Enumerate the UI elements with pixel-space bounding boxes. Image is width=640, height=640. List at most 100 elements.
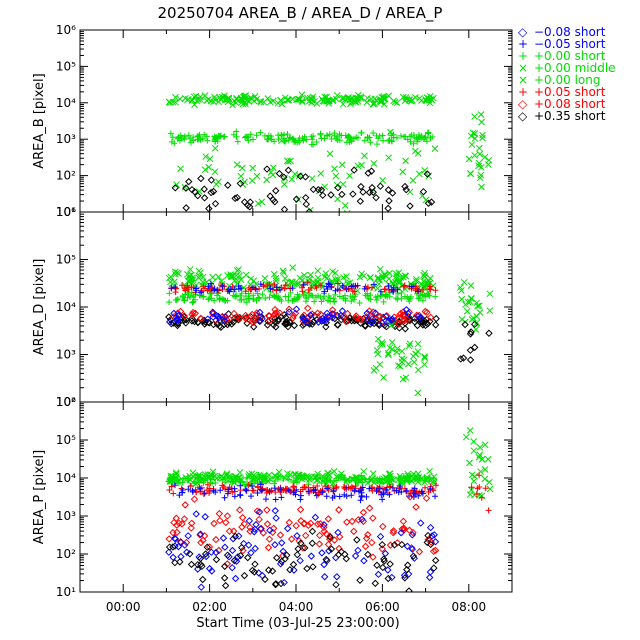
data-point bbox=[217, 295, 224, 302]
y-ticks: 10² 10³ 10⁴ 10⁵ 10⁶ bbox=[56, 205, 512, 409]
data-point bbox=[207, 176, 216, 184]
data-point bbox=[365, 188, 374, 197]
data-point bbox=[178, 485, 185, 492]
data-point bbox=[363, 309, 371, 317]
data-point bbox=[387, 128, 394, 136]
data-point bbox=[335, 506, 343, 514]
data-point bbox=[342, 317, 350, 326]
data-point bbox=[398, 132, 405, 139]
data-point bbox=[257, 129, 264, 136]
data-point bbox=[366, 485, 373, 492]
data-point bbox=[385, 476, 392, 483]
data-point bbox=[325, 99, 333, 107]
data-point bbox=[249, 483, 256, 490]
data-point bbox=[207, 188, 215, 197]
data-point bbox=[297, 539, 305, 547]
data-point bbox=[414, 389, 422, 397]
data-point bbox=[227, 273, 235, 280]
data-point bbox=[259, 291, 266, 298]
data-point bbox=[191, 101, 198, 109]
data-point bbox=[427, 96, 435, 103]
data-point bbox=[280, 173, 288, 181]
data-point bbox=[376, 265, 384, 273]
data-point bbox=[185, 132, 192, 139]
data-point bbox=[263, 321, 272, 329]
data-point bbox=[457, 355, 465, 363]
data-point bbox=[363, 493, 370, 500]
data-point bbox=[484, 455, 492, 463]
data-point bbox=[294, 139, 301, 146]
data-point bbox=[221, 133, 228, 140]
data-point bbox=[351, 487, 358, 494]
data-point bbox=[424, 199, 433, 207]
data-point bbox=[332, 172, 340, 180]
data-point bbox=[398, 290, 405, 297]
data-point bbox=[166, 477, 173, 484]
data-point bbox=[402, 94, 410, 101]
data-point bbox=[327, 545, 336, 553]
data-point bbox=[215, 178, 222, 186]
data-point bbox=[165, 543, 174, 551]
data-point bbox=[339, 180, 347, 188]
data-point bbox=[237, 94, 245, 102]
data-point bbox=[209, 468, 217, 476]
data-point bbox=[376, 475, 383, 482]
data-point bbox=[471, 130, 479, 138]
data-point bbox=[196, 530, 205, 538]
data-point bbox=[240, 571, 249, 580]
data-point bbox=[290, 321, 299, 330]
data-point bbox=[299, 313, 307, 321]
data-point bbox=[242, 271, 250, 279]
data-point bbox=[326, 97, 333, 105]
data-point bbox=[212, 555, 221, 564]
data-point bbox=[307, 552, 316, 560]
y-tick-label: 10⁶ bbox=[56, 395, 76, 409]
data-point bbox=[390, 541, 399, 549]
data-point bbox=[403, 542, 412, 550]
data-point bbox=[186, 266, 194, 273]
data-point bbox=[285, 518, 293, 527]
data-point bbox=[253, 309, 261, 317]
data-point bbox=[364, 134, 371, 141]
data-point bbox=[305, 208, 313, 212]
data-point bbox=[301, 484, 308, 490]
data-point bbox=[215, 509, 224, 518]
data-point bbox=[241, 311, 250, 320]
data-point bbox=[352, 312, 360, 320]
data-point bbox=[221, 543, 229, 551]
data-point bbox=[461, 320, 469, 329]
data-point bbox=[364, 94, 371, 102]
data-point bbox=[412, 474, 420, 482]
data-point bbox=[169, 528, 177, 537]
data-point bbox=[301, 173, 310, 181]
data-point bbox=[297, 517, 305, 525]
data-point bbox=[406, 188, 414, 196]
data-point bbox=[281, 285, 288, 292]
data-point bbox=[324, 97, 332, 105]
data-point bbox=[296, 172, 305, 180]
data-point bbox=[188, 519, 196, 527]
data-point bbox=[411, 475, 418, 482]
data-point bbox=[376, 312, 384, 321]
data-point bbox=[238, 98, 246, 106]
data-point bbox=[211, 199, 220, 208]
data-point bbox=[175, 311, 183, 319]
data-point bbox=[354, 162, 362, 170]
data-point bbox=[212, 535, 220, 544]
data-point bbox=[271, 314, 279, 323]
data-point bbox=[341, 202, 349, 209]
data-point bbox=[197, 583, 206, 591]
data-point bbox=[277, 486, 284, 493]
data-point bbox=[400, 356, 408, 364]
data-point bbox=[227, 271, 234, 278]
data-point bbox=[399, 517, 408, 526]
data-point bbox=[467, 328, 475, 336]
data-point bbox=[323, 309, 331, 317]
data-point bbox=[348, 95, 355, 103]
data-point bbox=[485, 329, 493, 337]
data-point bbox=[295, 474, 302, 481]
data-point bbox=[223, 320, 232, 329]
data-point bbox=[289, 264, 297, 271]
data-point bbox=[272, 187, 280, 195]
data-point bbox=[416, 313, 425, 322]
